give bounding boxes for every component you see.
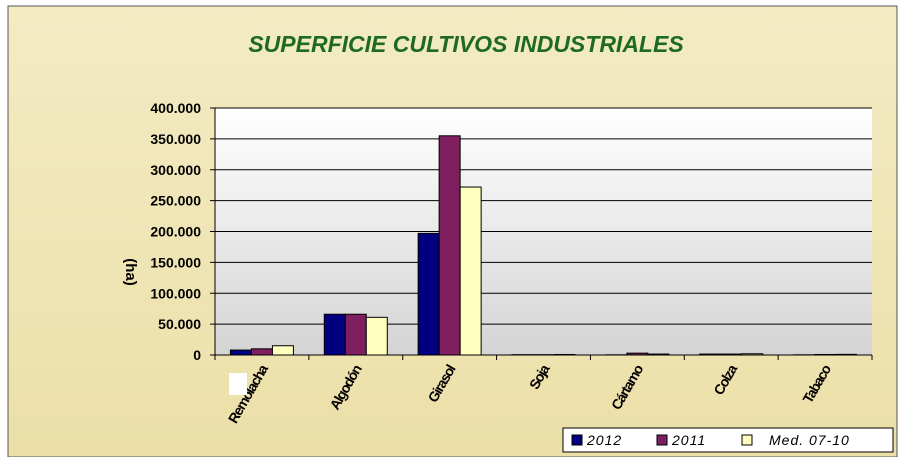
legend-label: 2011 [671,432,706,448]
y-tick-label: 350.000 [150,131,201,147]
y-axis-label: (ha) [122,258,139,286]
legend: 2012 2011 Med. 07-10 [562,427,894,453]
y-tick-label: 400.000 [150,100,201,116]
bar [323,313,346,356]
y-tick-label: 200.000 [150,224,201,240]
legend-swatch [571,434,583,446]
bar [271,345,294,356]
y-tick-label: 100.000 [150,285,201,301]
label-cover [229,373,247,395]
legend-label: Med. 07-10 [769,432,850,448]
y-tick-label: 250.000 [150,193,201,209]
legend-box [562,427,894,453]
bar [250,348,273,356]
chart-title: SUPERFICIE CULTIVOS INDUSTRIALES [248,31,684,57]
y-tick-label: 300.000 [150,162,201,178]
y-tick-label: 150.000 [150,254,201,270]
bar [459,186,482,356]
bar [344,313,367,356]
legend-swatch [741,434,753,446]
y-tick-label: 0 [193,347,201,363]
y-tick-label: 50.000 [158,316,201,332]
bar [438,135,461,356]
bar [229,349,252,356]
legend-label: 2012 [586,432,622,448]
bar [365,316,388,356]
legend-swatch [656,434,668,446]
bar [417,232,440,356]
